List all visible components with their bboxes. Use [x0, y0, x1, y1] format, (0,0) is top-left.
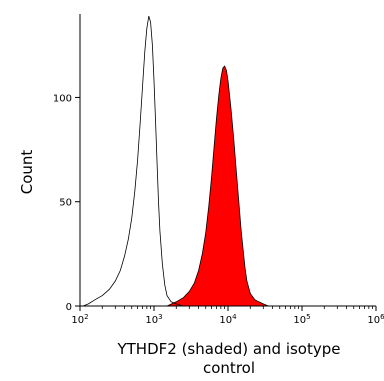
axes: 0 50 100 102 103 104 105 106 — [53, 14, 384, 326]
y-tick-label: 100 — [53, 93, 72, 104]
isotype-control-histogram — [82, 15, 190, 307]
ythdf2-shaded-histogram — [166, 65, 269, 307]
x-tick-label: 102 — [71, 313, 88, 326]
y-tick-label: 0 — [66, 302, 72, 313]
x-tick-label: 104 — [219, 313, 237, 326]
x-tick-label: 106 — [367, 313, 384, 326]
x-tick-label: 103 — [145, 313, 162, 326]
x-axis-title-line-1: YTHDF2 (shaded) and isotype — [116, 340, 340, 358]
x-axis-title-line-2: control — [203, 359, 255, 377]
y-tick-label: 50 — [59, 198, 72, 209]
x-tick-label: 105 — [293, 313, 310, 326]
plot-area — [82, 15, 269, 307]
y-axis-title: Count — [18, 150, 36, 195]
